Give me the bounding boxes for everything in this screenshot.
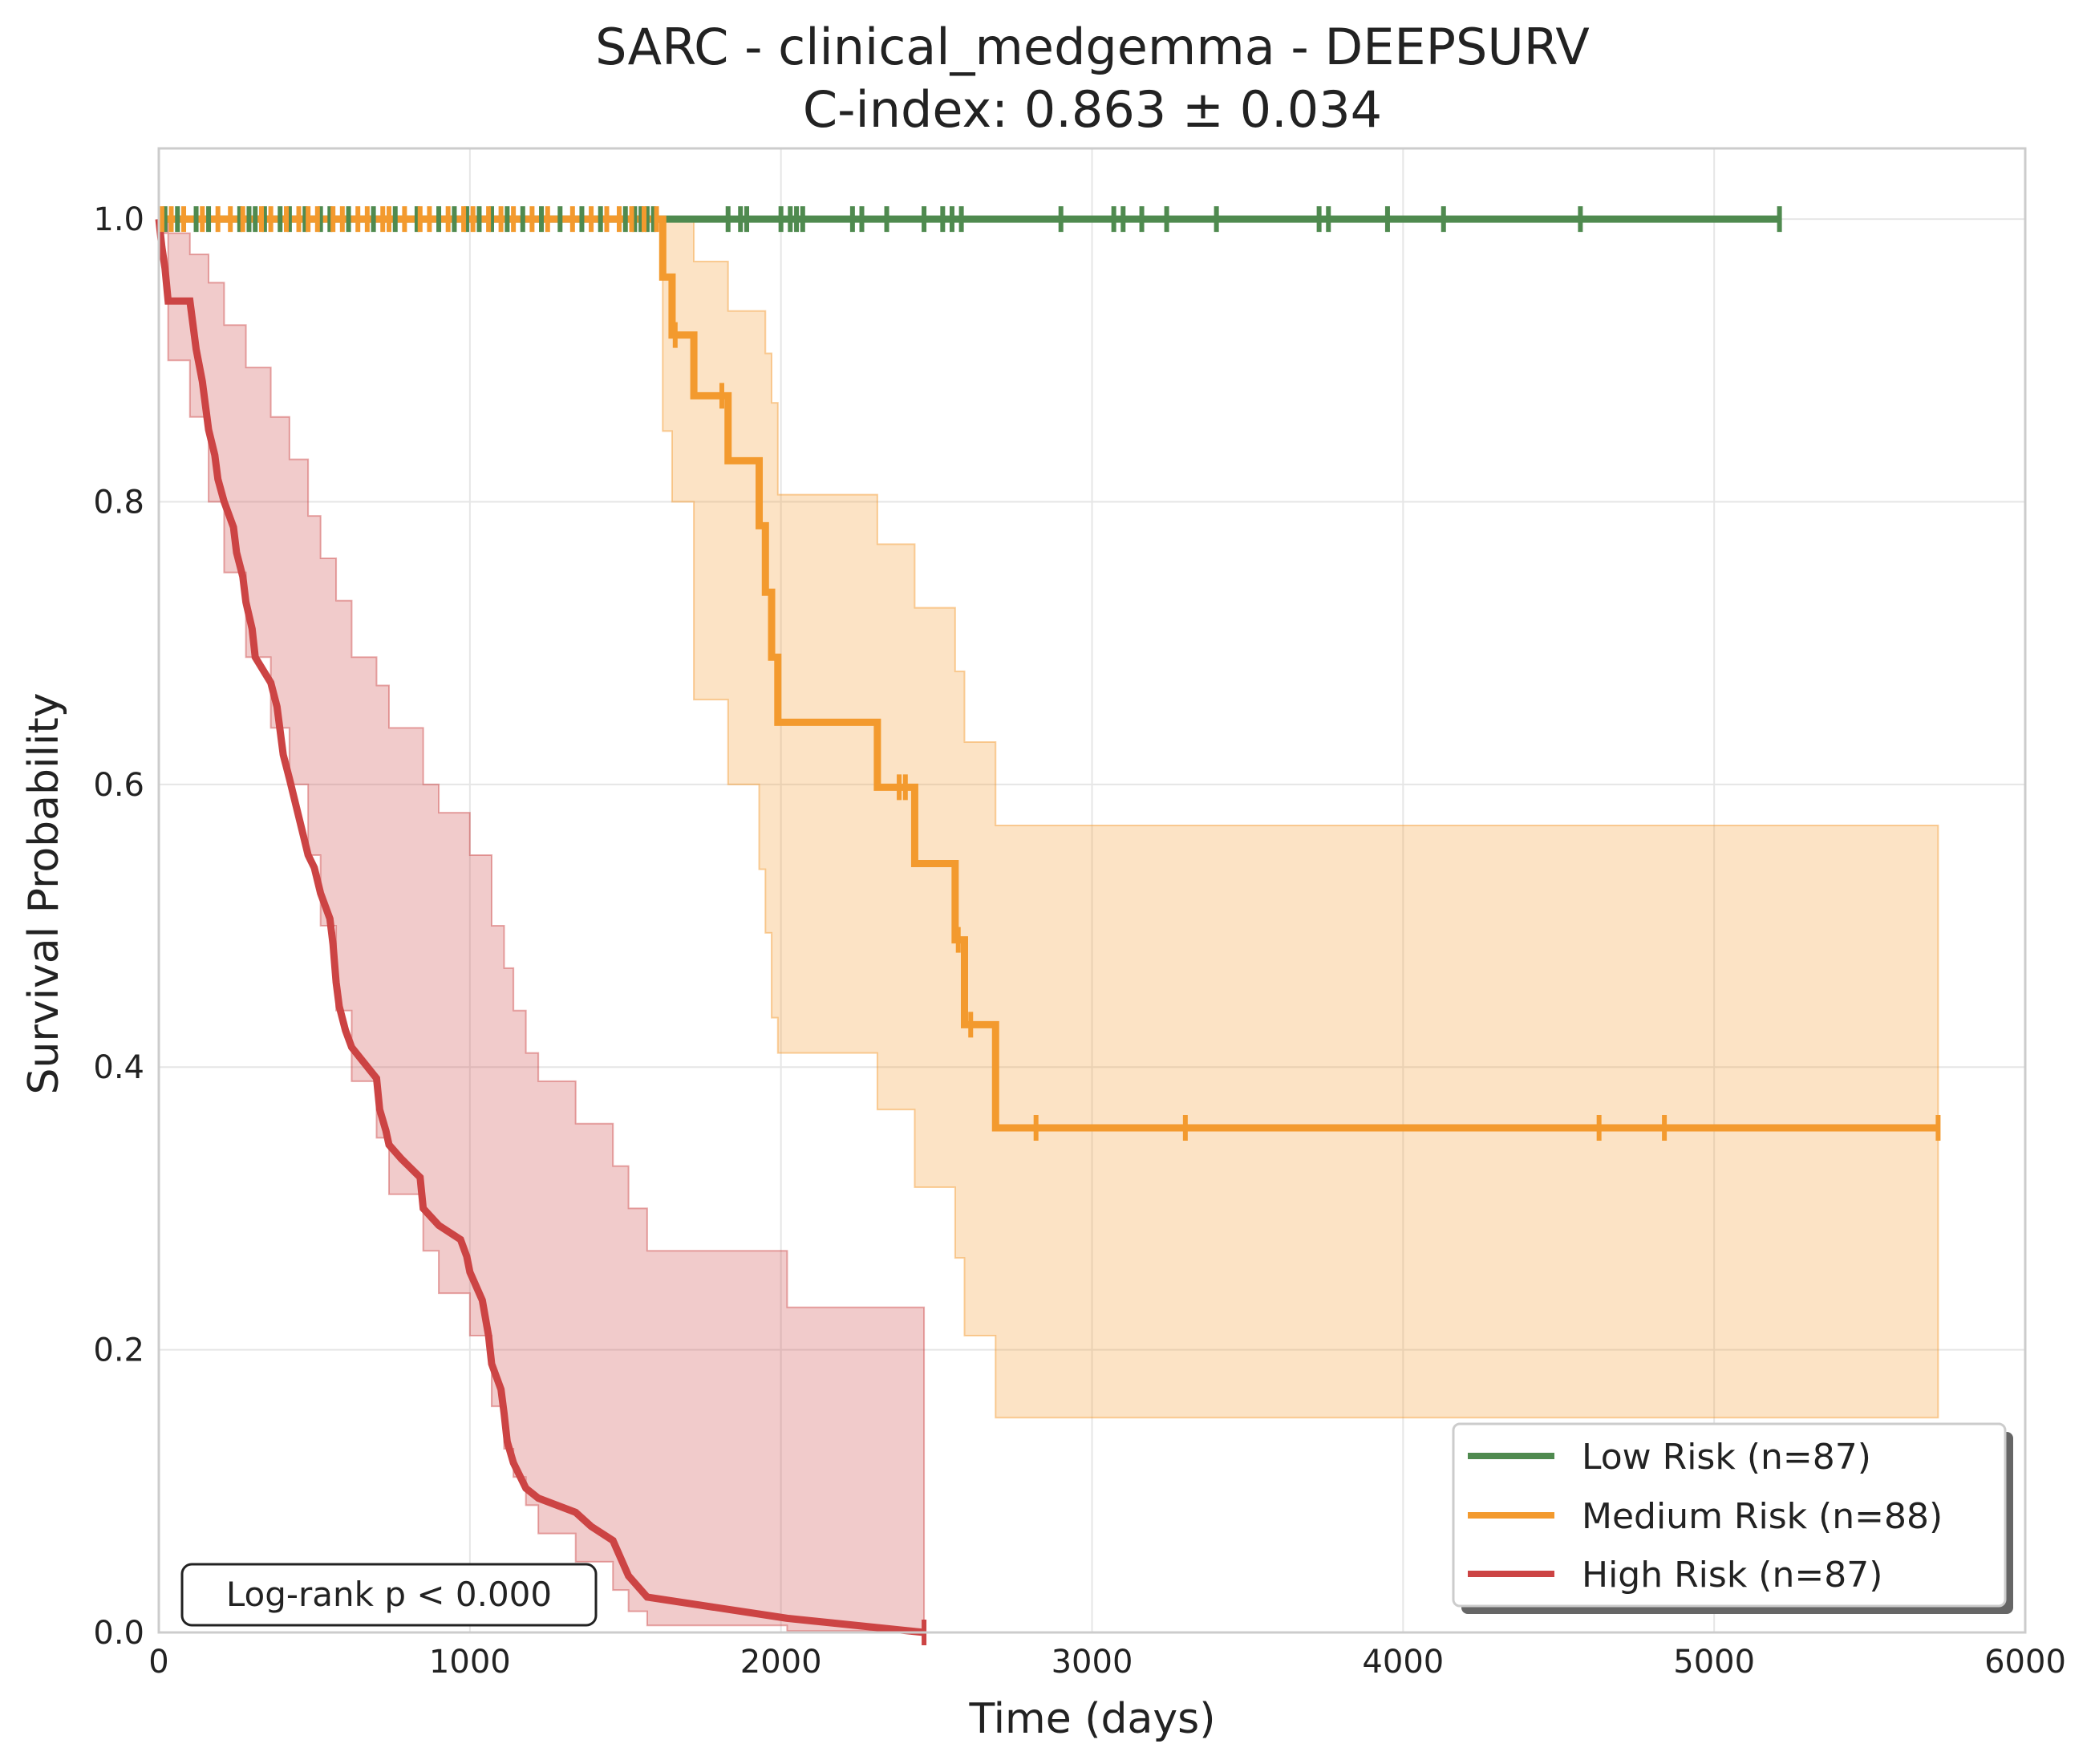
y-tick-label: 1.0	[93, 201, 144, 238]
ci-band-medium-risk	[159, 218, 1939, 1419]
x-tick-label: 4000	[1362, 1644, 1444, 1681]
x-tick-label: 2000	[740, 1644, 822, 1681]
x-tick-label: 6000	[1984, 1644, 2066, 1681]
y-tick-label: 0.4	[93, 1049, 144, 1086]
y-axis-label: Survival Probability	[20, 692, 68, 1094]
curve-high-risk	[155, 218, 925, 1636]
legend: Low Risk (n=87) Medium Risk (n=88) High …	[1452, 1422, 2013, 1614]
chart-title: SARC - clinical_medgemma - DEEPSURV	[595, 18, 1590, 76]
x-tick-label: 3000	[1052, 1644, 1133, 1681]
censor-marks	[159, 206, 1941, 1645]
y-tick-label: 0.6	[93, 767, 144, 804]
legend-label-medium-risk: Medium Risk (n=88)	[1582, 1496, 1943, 1537]
x-tick-label: 1000	[429, 1644, 511, 1681]
plot-frame	[157, 147, 2027, 1634]
x-tick-label: 0	[148, 1644, 168, 1681]
x-axis-ticks: 0 1000 2000 3000 4000 5000 6000	[148, 1644, 2066, 1681]
log-rank-text: Log-rank p < 0.000	[226, 1575, 552, 1614]
x-axis-label: Time (days)	[968, 1695, 1215, 1743]
legend-label-high-risk: High Risk (n=87)	[1582, 1555, 1882, 1596]
y-axis-ticks: 0.0 0.2 0.4 0.6 0.8 1.0	[93, 201, 144, 1652]
log-rank-annotation: Log-rank p < 0.000	[180, 1563, 598, 1627]
chart-subtitle: C-index: 0.863 ± 0.034	[803, 80, 1382, 139]
y-tick-label: 0.0	[93, 1615, 144, 1652]
y-tick-label: 0.8	[93, 484, 144, 521]
x-tick-label: 5000	[1673, 1644, 1755, 1681]
annotation-box	[180, 1563, 598, 1627]
legend-label-low-risk: Low Risk (n=87)	[1582, 1437, 1871, 1478]
y-tick-label: 0.2	[93, 1332, 144, 1369]
legend-box	[1452, 1422, 2007, 1608]
